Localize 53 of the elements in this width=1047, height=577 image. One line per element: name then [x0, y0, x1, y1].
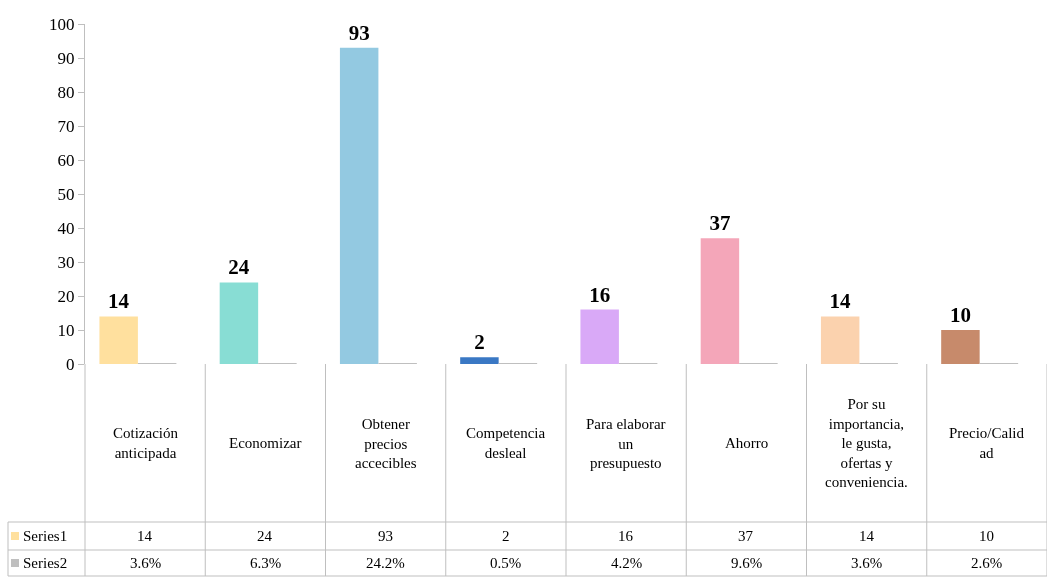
data-label: 4.2%	[611, 555, 643, 571]
x-tick-label: Ahorro	[725, 435, 769, 451]
text: 16	[589, 282, 611, 307]
data-label: 24	[257, 528, 273, 544]
y-tick-label: 60	[57, 150, 75, 170]
data-label: 2.6%	[971, 555, 1003, 571]
bar	[99, 316, 138, 364]
y-tick-label: 90	[57, 48, 75, 68]
text: 14	[107, 289, 129, 314]
text: 10	[949, 303, 971, 327]
bar	[820, 316, 860, 364]
y-tick-label: 0	[66, 354, 75, 374]
data-label: 2	[502, 528, 510, 544]
y-tick-label: 80	[57, 82, 75, 102]
y-tick-label: 20	[57, 286, 75, 306]
legend-label: Series2	[23, 555, 68, 571]
bar	[219, 282, 259, 364]
data-label: 6.3%	[250, 555, 282, 571]
bar	[580, 309, 619, 364]
y-tick-label: 100	[49, 14, 75, 34]
data-label: 14	[137, 528, 153, 544]
x-tick-label: Para elaborar un presupuesto	[586, 416, 666, 471]
data-label: 16	[618, 528, 634, 544]
data-label: 93	[378, 528, 393, 544]
x-tick-label: Cotización anticipada	[113, 425, 179, 461]
text: 2	[474, 330, 485, 355]
text: 93	[348, 20, 370, 45]
data-label: 0.5%	[490, 555, 522, 571]
data-label: 37	[738, 528, 754, 544]
bar	[460, 357, 499, 364]
y-tick-label: 10	[57, 320, 75, 340]
y-tick-label: 70	[57, 116, 75, 136]
x-tick-label: Por su importancia, le gusta, ofertas y conveniencia.	[825, 396, 908, 490]
text: 14	[829, 289, 851, 314]
x-tick-label: Precio/Calidad	[949, 425, 1025, 461]
data-label: 3.6%	[851, 555, 883, 571]
y-tick-label: 50	[57, 184, 75, 204]
x-tick-label: Economizar	[229, 435, 302, 451]
text: 24	[228, 255, 250, 280]
legend-label: Series1	[23, 528, 68, 544]
x-tick-label: Obtener precios accecibles	[355, 416, 417, 471]
data-label: 10	[979, 528, 994, 544]
data-label: 24.2%	[366, 555, 405, 571]
data-label: 14	[859, 528, 875, 544]
data-label: 3.6%	[130, 555, 162, 571]
bar	[700, 238, 740, 364]
bar	[339, 47, 379, 364]
text: 37	[709, 211, 731, 236]
data-label: 9.6%	[731, 555, 763, 571]
y-tick-label: 30	[57, 252, 75, 272]
x-tick-label: Competencia desleal	[466, 425, 546, 461]
bar	[941, 330, 980, 364]
y-tick-label: 40	[57, 218, 75, 238]
